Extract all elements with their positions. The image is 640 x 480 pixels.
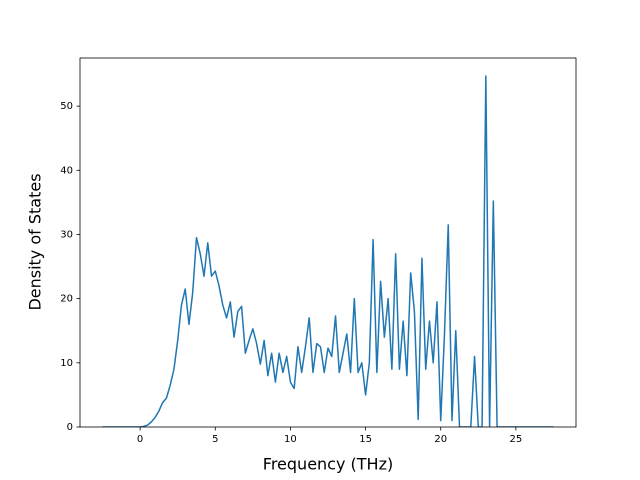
y-tick-label: 40 <box>60 165 73 176</box>
x-tick-label: 20 <box>434 434 447 445</box>
y-tick-label: 20 <box>60 294 73 305</box>
plot-frame <box>79 57 577 428</box>
y-tick-label: 0 <box>67 422 73 433</box>
x-tick-label: 5 <box>212 434 218 445</box>
x-axis-label: Frequency (THz) <box>263 455 393 474</box>
x-tick-label: 25 <box>510 434 523 445</box>
y-tick-label: 50 <box>60 101 73 112</box>
data-line <box>102 75 554 427</box>
x-tick-label: 15 <box>359 434 372 445</box>
y-tick-label: 10 <box>60 358 73 369</box>
x-tick-label: 0 <box>137 434 143 445</box>
y-tick-label: 30 <box>60 229 73 240</box>
y-axis-label: Density of States <box>26 173 45 310</box>
x-tick-label: 10 <box>284 434 297 445</box>
